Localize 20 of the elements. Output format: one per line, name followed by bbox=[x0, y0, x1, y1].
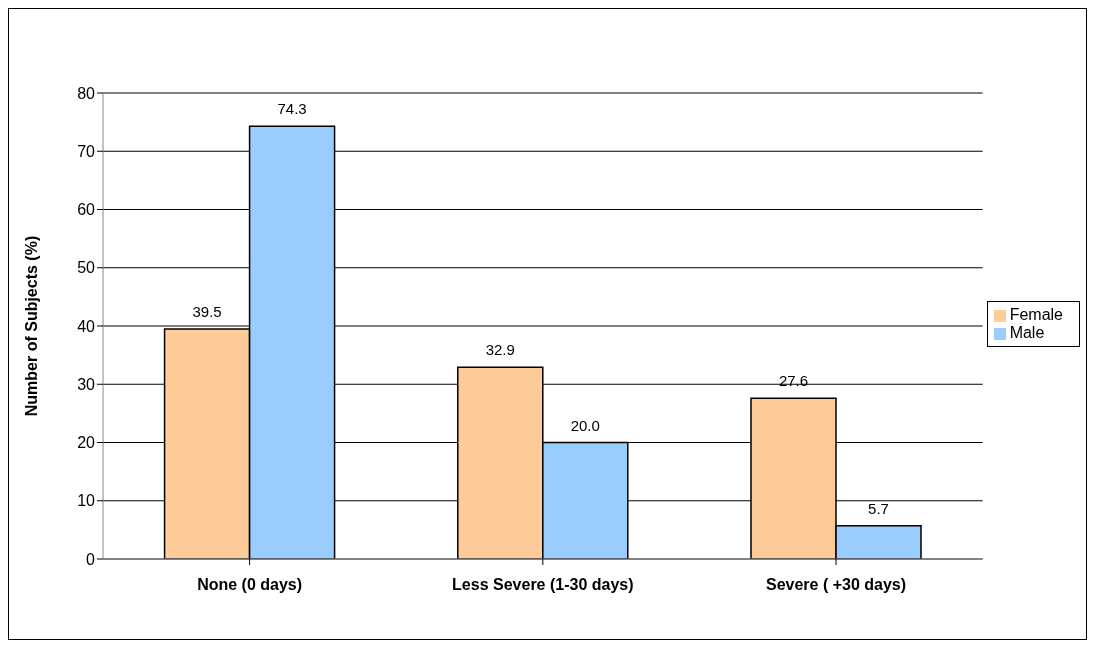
x-tick-label: Severe ( +30 days) bbox=[765, 576, 907, 594]
y-tick-label: 60 bbox=[77, 201, 96, 219]
y-tick-label: 40 bbox=[77, 317, 96, 335]
y-tick-label: 0 bbox=[86, 550, 96, 568]
data-label: 20.0 bbox=[570, 416, 600, 434]
legend-label: Female bbox=[1009, 306, 1063, 323]
data-label: 39.5 bbox=[192, 302, 222, 320]
data-label: 5.7 bbox=[868, 499, 889, 517]
y-tick-label: 10 bbox=[77, 492, 96, 510]
x-tick-label: Less Severe (1-30 days) bbox=[452, 576, 634, 594]
legend-label: Male bbox=[1009, 324, 1045, 341]
x-tick-label: None (0 days) bbox=[197, 576, 303, 594]
y-axis-title: Number of Subjects (%) bbox=[22, 235, 40, 417]
y-tick-label: 70 bbox=[77, 142, 96, 160]
data-label: 74.3 bbox=[277, 100, 307, 118]
y-tick-label: 30 bbox=[77, 375, 96, 393]
y-tick-label: 50 bbox=[77, 259, 96, 277]
data-label: 32.9 bbox=[485, 341, 515, 359]
y-tick-label: 80 bbox=[77, 84, 96, 102]
y-tick-label: 20 bbox=[77, 434, 96, 452]
